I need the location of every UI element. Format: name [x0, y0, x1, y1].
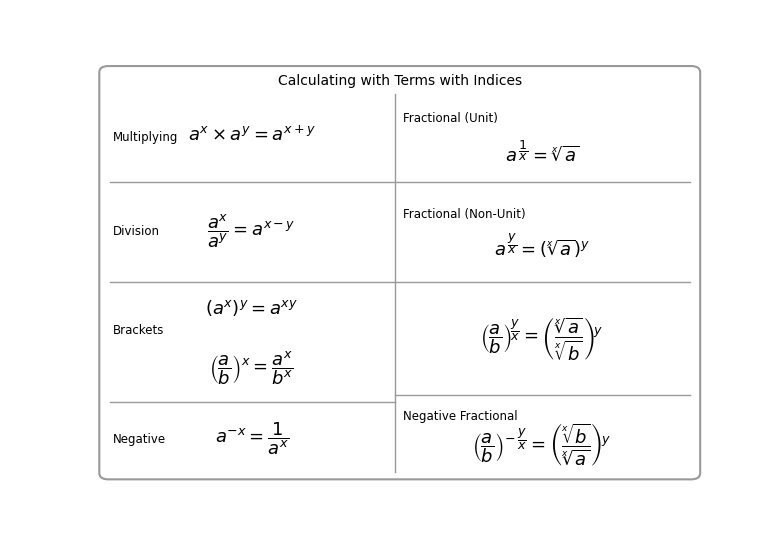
- Text: Fractional (Unit): Fractional (Unit): [402, 112, 498, 125]
- Text: $a^{-x} = \dfrac{1}{a^x}$: $a^{-x} = \dfrac{1}{a^x}$: [215, 421, 289, 457]
- Text: Multiplying: Multiplying: [112, 131, 178, 144]
- FancyBboxPatch shape: [99, 66, 700, 480]
- Text: $\left(\dfrac{a}{b}\right)^{\!-\dfrac{y}{x}} = \left(\dfrac{\sqrt[x]{b}}{\sqrt[x: $\left(\dfrac{a}{b}\right)^{\!-\dfrac{y}…: [473, 422, 612, 469]
- Text: $a^{\,\dfrac{1}{x}} = \sqrt[x]{a}$: $a^{\,\dfrac{1}{x}} = \sqrt[x]{a}$: [505, 140, 579, 165]
- Text: $a^x \times a^y = a^{x+y}$: $a^x \times a^y = a^{x+y}$: [187, 126, 316, 145]
- Text: $\left(\dfrac{a}{b}\right)^x = \dfrac{a^x}{b^x}$: $\left(\dfrac{a}{b}\right)^x = \dfrac{a^…: [209, 349, 294, 387]
- Text: Brackets: Brackets: [112, 325, 164, 338]
- Text: Negative: Negative: [112, 433, 165, 446]
- Text: $\left(\dfrac{a}{b}\right)^{\!\dfrac{y}{x}} = \left(\dfrac{\sqrt[x]{a}}{\sqrt[x]: $\left(\dfrac{a}{b}\right)^{\!\dfrac{y}{…: [480, 316, 604, 363]
- Text: Division: Division: [112, 225, 160, 238]
- Text: Fractional (Non-Unit): Fractional (Non-Unit): [402, 208, 526, 221]
- Text: $(a^x)^y = a^{xy}$: $(a^x)^y = a^{xy}$: [205, 298, 298, 318]
- Text: Negative Fractional: Negative Fractional: [402, 410, 517, 423]
- Text: $\dfrac{a^x}{a^y} = a^{x-y}$: $\dfrac{a^x}{a^y} = a^{x-y}$: [207, 212, 296, 250]
- Text: $a^{\,\dfrac{y}{x}} = \left(\sqrt[x]{a}\right)^y$: $a^{\,\dfrac{y}{x}} = \left(\sqrt[x]{a}\…: [494, 232, 590, 260]
- Text: Calculating with Terms with Indices: Calculating with Terms with Indices: [278, 73, 522, 87]
